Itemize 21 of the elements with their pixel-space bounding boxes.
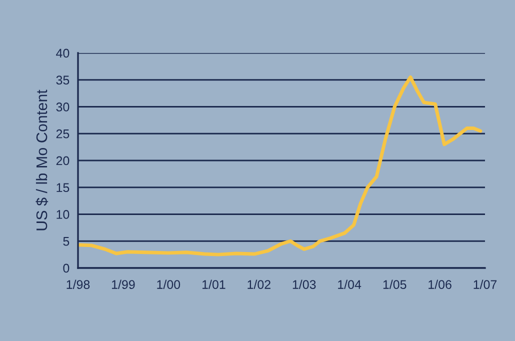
y-tick-label: 15 xyxy=(56,183,70,192)
y-tick-label: 0 xyxy=(63,264,70,273)
x-tick-label: 1/07 xyxy=(474,280,497,289)
y-tick-label: 25 xyxy=(56,129,70,138)
x-tick-label: 1/02 xyxy=(248,280,270,289)
x-tick-label: 1/98 xyxy=(66,280,90,289)
line-series xyxy=(78,75,482,256)
y-tick-label: 5 xyxy=(63,237,70,246)
x-tick-label: 1/05 xyxy=(383,280,406,289)
y-tick-label: 30 xyxy=(56,102,70,112)
y-tick-label: 35 xyxy=(56,76,70,85)
x-tick-label: 1/99 xyxy=(112,280,135,289)
y-tick-label: 40 xyxy=(56,48,70,58)
y-tick-label: 20 xyxy=(56,156,70,166)
x-tick-label: 1/03 xyxy=(292,280,316,289)
x-tick-label: 1/01 xyxy=(202,280,226,289)
x-tick-label: 1/06 xyxy=(428,280,452,289)
y-axis-title: US $ / lb Mo Content xyxy=(36,90,48,230)
y-tick-label: 10 xyxy=(56,210,70,219)
x-tick-label: 1/04 xyxy=(338,280,362,289)
x-tick-label: 1/00 xyxy=(157,280,180,289)
